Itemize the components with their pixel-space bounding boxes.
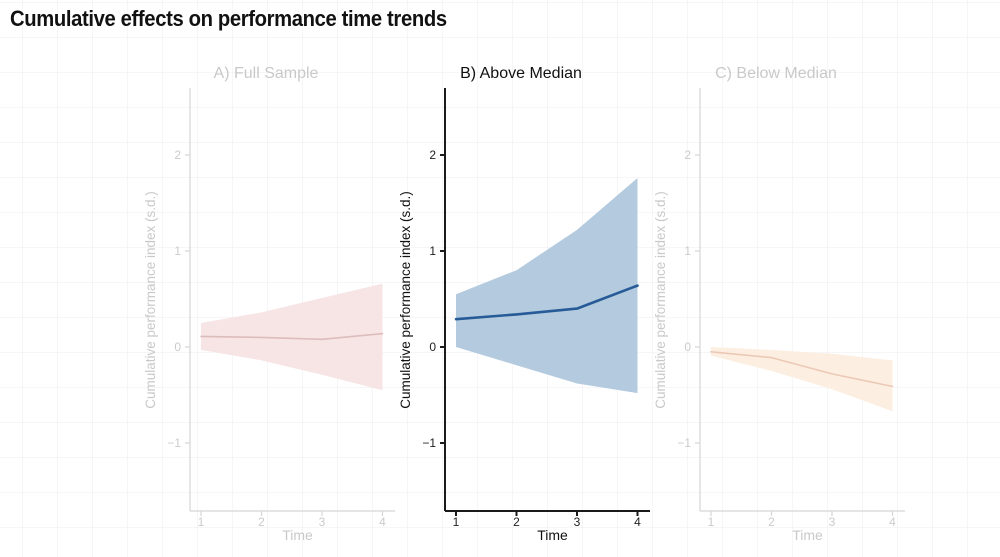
x-tick-label: 4	[379, 515, 386, 529]
y-tick-label: 1	[174, 244, 181, 258]
x-tick-label: 1	[453, 515, 460, 529]
x-axis-label: Time	[537, 527, 568, 543]
y-tick-label: 2	[429, 148, 436, 162]
confidence-ribbon	[201, 283, 383, 391]
y-tick-label: 2	[684, 148, 691, 162]
chart-c-below-median: C) Below Median Cumulative performance in…	[653, 65, 905, 543]
panel-b-above-median: B) Above Median Cumulative performance in…	[370, 50, 660, 550]
y-tick-label: 0	[684, 340, 691, 354]
figure-title: Cumulative effects on performance time t…	[10, 6, 447, 31]
x-tick-label: 2	[258, 515, 265, 529]
x-axis-label: Time	[792, 527, 823, 543]
panel-title: B) Above Median	[460, 65, 582, 82]
y-axis-label: Cumulative performance index (s.d.)	[143, 191, 158, 409]
panel-title: C) Below Median	[715, 65, 837, 82]
y-tick-label: −1	[167, 436, 181, 450]
confidence-ribbon	[711, 347, 893, 412]
chart-b-above-median: B) Above Median Cumulative performance in…	[398, 65, 650, 543]
chart-a-full-sample: A) Full Sample Cumulative performance ind…	[143, 65, 395, 543]
x-tick-label: 4	[889, 515, 896, 529]
x-tick-label: 3	[829, 515, 836, 529]
x-tick-label: 3	[574, 515, 581, 529]
panel-c-below-median: C) Below Median Cumulative performance in…	[625, 50, 915, 550]
trend-line	[200, 332, 384, 341]
x-tick-label: 3	[319, 515, 326, 529]
panel-title: A) Full Sample	[214, 65, 319, 82]
confidence-ribbon	[456, 178, 638, 394]
trend-line	[454, 284, 639, 321]
y-tick-label: 0	[429, 340, 436, 354]
x-tick-label: 1	[708, 515, 715, 529]
y-tick-label: 2	[174, 148, 181, 162]
x-tick-label: 1	[198, 515, 205, 529]
x-tick-label: 2	[768, 515, 775, 529]
y-axis-label: Cumulative performance index (s.d.)	[653, 191, 668, 409]
y-tick-label: 1	[684, 244, 691, 258]
y-tick-label: 0	[174, 340, 181, 354]
x-axis-label: Time	[282, 527, 313, 543]
x-tick-label: 4	[634, 515, 641, 529]
trend-line	[710, 350, 894, 388]
x-tick-label: 2	[513, 515, 520, 529]
y-tick-label: −1	[677, 436, 691, 450]
y-tick-label: −1	[422, 436, 436, 450]
y-tick-label: 1	[429, 244, 436, 258]
panel-a-full-sample: A) Full Sample Cumulative performance ind…	[115, 50, 405, 550]
y-axis-label: Cumulative performance index (s.d.)	[398, 191, 413, 409]
